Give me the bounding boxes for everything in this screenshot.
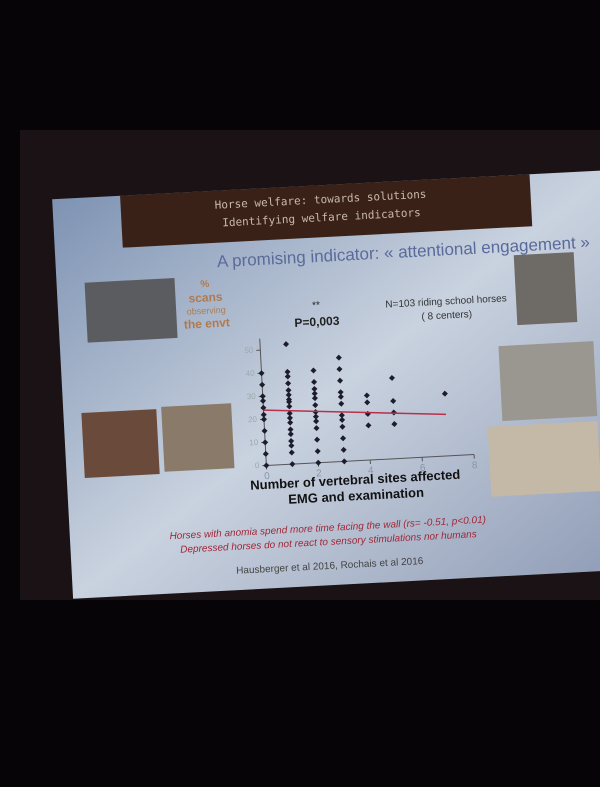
- point: [310, 367, 317, 374]
- point: [260, 416, 267, 423]
- slide: Horse welfare: towards solutions Identif…: [52, 169, 600, 599]
- x-tick-label: 4: [368, 465, 375, 476]
- y-tick-label: 20: [248, 415, 258, 424]
- point: [284, 373, 291, 380]
- y-label: observing: [186, 305, 226, 317]
- point: [313, 418, 320, 425]
- point: [314, 448, 321, 455]
- y-tick-label: 0: [255, 461, 260, 470]
- point: [341, 458, 348, 465]
- photo-thumb: [84, 278, 178, 343]
- point: [312, 402, 319, 409]
- point: [340, 435, 347, 442]
- point: [263, 462, 270, 469]
- y-tick-label: 40: [245, 369, 255, 378]
- photo-thumb: [498, 341, 598, 422]
- point: [289, 461, 296, 468]
- point: [259, 393, 266, 400]
- y-tick-label: 10: [249, 438, 259, 447]
- photo-thumb: [487, 421, 600, 497]
- point: [391, 421, 398, 428]
- point: [262, 439, 269, 446]
- point: [259, 381, 266, 388]
- y-label: %: [200, 279, 210, 290]
- point: [286, 403, 293, 410]
- photo-thumb: [513, 252, 578, 326]
- point: [336, 366, 343, 373]
- point: [287, 431, 294, 438]
- point: [288, 438, 295, 445]
- x-tick-label: 8: [472, 460, 479, 471]
- point: [262, 450, 269, 457]
- trend-line: [263, 409, 446, 416]
- y-tick-label: 50: [244, 346, 254, 355]
- point: [283, 341, 290, 348]
- point: [335, 354, 342, 361]
- point: [338, 400, 345, 407]
- point: [261, 427, 268, 434]
- point: [339, 423, 346, 430]
- point: [286, 414, 293, 421]
- point: [287, 426, 294, 433]
- sample: ( 8 centers): [421, 309, 472, 323]
- point: [338, 412, 345, 419]
- point: [313, 425, 320, 432]
- point: [285, 380, 292, 387]
- y-tick-label: 30: [247, 392, 257, 401]
- point: [287, 419, 294, 426]
- photo-thumb: [81, 409, 160, 478]
- x-tick-label: 2: [316, 468, 323, 479]
- point: [441, 390, 448, 397]
- x-tick-label: 6: [420, 463, 427, 474]
- y-label: the envt: [184, 315, 231, 331]
- y-label: scans: [188, 290, 223, 306]
- point: [339, 416, 346, 423]
- point: [390, 397, 397, 404]
- point: [284, 368, 291, 375]
- point: [337, 393, 344, 400]
- point: [288, 442, 295, 449]
- point: [285, 387, 292, 394]
- point: [260, 397, 266, 404]
- point: [364, 399, 371, 406]
- point: [311, 379, 318, 386]
- header-bar: [120, 174, 533, 248]
- point: [311, 395, 318, 402]
- point: [337, 377, 344, 384]
- point: [340, 446, 347, 453]
- x-label: EMG and examination: [288, 485, 424, 507]
- photo-thumb: [161, 403, 235, 472]
- slide-bg: [52, 169, 600, 599]
- point: [311, 385, 318, 392]
- point: [312, 413, 319, 420]
- point: [285, 396, 292, 403]
- point: [315, 459, 322, 466]
- point: [311, 390, 318, 397]
- point: [388, 374, 395, 381]
- point: [260, 411, 267, 418]
- point: [365, 422, 372, 429]
- point: [288, 449, 295, 456]
- point: [314, 436, 321, 443]
- point: [337, 389, 344, 396]
- point: [286, 410, 293, 417]
- scatter-chart: 0 10 20 30 40 50 0 2 4 6 8: [244, 338, 479, 482]
- p-value: P=0,003: [294, 314, 340, 330]
- point: [285, 391, 292, 398]
- significance: **: [312, 300, 320, 311]
- point: [260, 404, 267, 411]
- point: [258, 370, 265, 377]
- x-tick-label: 0: [264, 471, 271, 482]
- point: [363, 392, 370, 399]
